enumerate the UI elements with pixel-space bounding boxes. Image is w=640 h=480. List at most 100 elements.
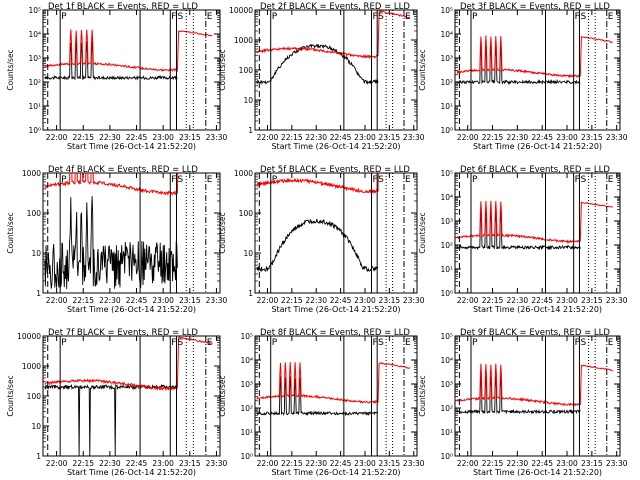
chart-panel-5: Det 5f BLACK = Events, RED = LLD 1 10 100 10… xyxy=(218,165,425,314)
x-tick-label: 22:15 xyxy=(72,133,94,142)
time-marker-label: S xyxy=(177,12,183,22)
y-tick-label: 10⁴ xyxy=(240,356,253,365)
x-axis-label: Start Time (26-Oct-14 21:52:20) xyxy=(271,142,400,151)
series-events-line xyxy=(44,383,178,456)
time-marker-label: S xyxy=(378,12,384,22)
x-tick-label: 23:30 xyxy=(206,133,228,142)
time-marker-label: S xyxy=(177,338,183,348)
y-axis-label: Counts/sec xyxy=(6,375,15,416)
plot-frame xyxy=(42,9,221,131)
y-tick-label: 1 xyxy=(248,289,253,298)
y-tick-label: 10² xyxy=(240,404,253,413)
series-events-line xyxy=(456,210,581,251)
y-axis-label: Counts/sec xyxy=(418,375,427,416)
time-marker-label: S xyxy=(378,338,384,348)
time-marker-label: E xyxy=(405,338,411,348)
chart-panel-2: Det 2f BLACK = Events, RED = LLD 1 10 100 10… xyxy=(218,2,425,151)
time-marker-label: P xyxy=(272,12,278,22)
x-tick-label: 22:00 xyxy=(457,459,479,468)
y-tick-label: 1000 xyxy=(22,169,41,178)
time-marker-label: P xyxy=(272,175,278,185)
time-marker-label: P xyxy=(61,338,67,348)
x-tick-label: 22:30 xyxy=(305,133,327,142)
y-axis-label: Counts/sec xyxy=(418,212,427,253)
y-tick-label: 10¹ xyxy=(440,428,453,437)
x-tick-label: 22:00 xyxy=(257,133,279,142)
y-tick-label: 10⁴ xyxy=(440,193,453,202)
time-marker-label: E xyxy=(405,175,411,185)
time-marker-label: S xyxy=(580,338,586,348)
x-tick-label: 22:45 xyxy=(531,133,553,142)
chart-panel-4: Det 4f BLACK = Events, RED = LLD 1 10 100 10… xyxy=(6,165,227,314)
series-events-line xyxy=(256,218,379,273)
series-lld-line xyxy=(44,336,213,391)
x-tick-label: 22:30 xyxy=(507,133,529,142)
time-marker-label: P xyxy=(61,12,67,22)
time-marker-label: E xyxy=(608,175,614,185)
y-tick-label: 1000 xyxy=(234,36,253,45)
x-tick-label: 23:00 xyxy=(354,296,376,305)
y-tick-label: 100 xyxy=(27,209,42,218)
x-tick-label: 22:45 xyxy=(531,459,553,468)
y-tick-label: 10⁵ xyxy=(240,332,253,341)
y-tick-label: 10⁰ xyxy=(28,126,41,135)
y-tick-label: 100 xyxy=(239,209,254,218)
series-lld-line xyxy=(256,10,411,60)
x-tick-label: 23:00 xyxy=(354,133,376,142)
x-tick-label: 23:15 xyxy=(379,133,401,142)
x-tick-label: 23:00 xyxy=(354,459,376,468)
time-marker-label: E xyxy=(405,12,411,22)
series-lld-line xyxy=(456,200,613,244)
x-tick-label: 23:30 xyxy=(403,296,425,305)
time-marker-label: P xyxy=(61,175,67,185)
y-tick-label: 10 xyxy=(31,422,41,431)
y-tick-label: 10¹ xyxy=(440,265,453,274)
series-events-line xyxy=(256,43,379,85)
x-tick-label: 22:15 xyxy=(482,133,504,142)
x-axis-label: Start Time (26-Oct-14 21:52:20) xyxy=(67,305,196,314)
x-tick-label: 23:15 xyxy=(581,133,603,142)
x-axis-label: Start Time (26-Oct-14 21:52:20) xyxy=(271,305,400,314)
time-marker-label: P xyxy=(472,175,478,185)
y-tick-label: 10 xyxy=(31,249,41,258)
y-tick-label: 10³ xyxy=(240,380,253,389)
x-tick-label: 22:30 xyxy=(99,133,121,142)
x-tick-label: 23:30 xyxy=(403,459,425,468)
x-tick-label: 23:30 xyxy=(206,459,228,468)
y-tick-label: 10² xyxy=(440,78,453,87)
y-tick-label: 1000 xyxy=(22,362,41,371)
x-tick-label: 23:15 xyxy=(379,459,401,468)
chart-title: Det 1f BLACK = Events, RED = LLD xyxy=(48,2,198,12)
plot-frame xyxy=(254,172,418,294)
series-lld-line xyxy=(456,363,614,407)
x-axis-label: Start Time (26-Oct-14 21:52:20) xyxy=(473,305,602,314)
x-tick-label: 22:15 xyxy=(482,296,504,305)
x-tick-label: 22:30 xyxy=(305,459,327,468)
y-tick-label: 10¹ xyxy=(240,428,253,437)
x-tick-label: 22:45 xyxy=(531,296,553,305)
x-axis-label: Start Time (26-Oct-14 21:52:20) xyxy=(473,142,602,151)
x-tick-label: 22:45 xyxy=(330,296,352,305)
y-tick-label: 10000 xyxy=(17,332,41,341)
x-tick-label: 22:00 xyxy=(46,459,68,468)
x-tick-label: 22:30 xyxy=(507,459,529,468)
x-tick-label: 22:45 xyxy=(330,459,352,468)
x-tick-label: 23:00 xyxy=(152,133,174,142)
x-tick-label: 23:15 xyxy=(179,133,201,142)
chart-panel-3: Det 3f BLACK = Events, RED = LLD 10⁰ 10¹ 10… xyxy=(418,2,628,151)
time-marker-label: F xyxy=(171,12,176,22)
x-tick-label: 23:15 xyxy=(179,296,201,305)
y-tick-label: 10³ xyxy=(440,54,453,63)
y-tick-label: 10¹ xyxy=(28,102,41,111)
time-marker-label: F xyxy=(171,338,176,348)
y-tick-label: 10⁰ xyxy=(440,126,453,135)
chart-panel-7: Det 7f BLACK = Events, RED = LLD 1 10 100 10… xyxy=(6,328,227,477)
x-tick-label: 23:30 xyxy=(403,133,425,142)
x-tick-label: 22:45 xyxy=(126,459,148,468)
time-marker-label: E xyxy=(207,12,213,22)
x-tick-label: 22:30 xyxy=(99,459,121,468)
plot-frame xyxy=(42,172,221,294)
x-tick-label: 22:45 xyxy=(330,133,352,142)
time-marker-label: F xyxy=(372,12,377,22)
x-tick-label: 22:30 xyxy=(305,296,327,305)
